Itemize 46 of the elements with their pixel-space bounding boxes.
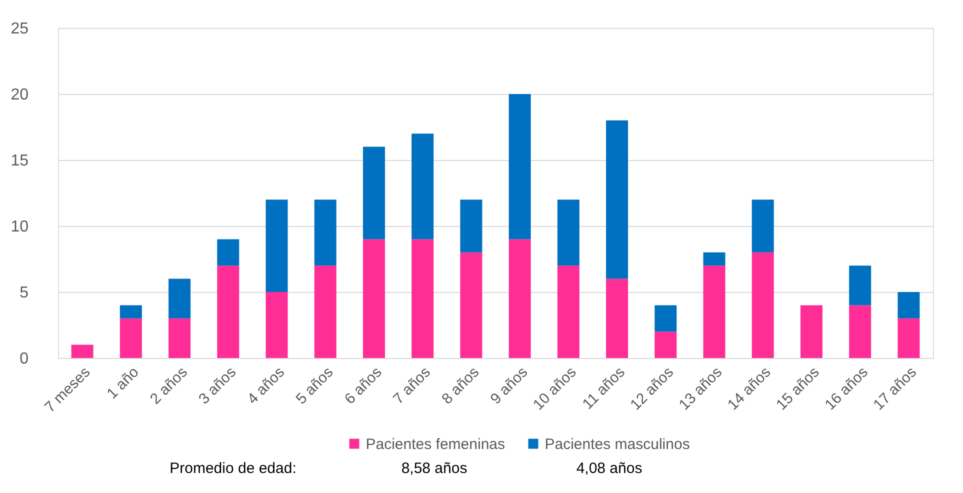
bar [168,278,191,318]
legend-label: Pacientes femeninas [366,436,505,453]
bar [412,134,434,240]
bar [849,305,872,358]
y-tick-label: 25 [10,20,29,38]
bar [508,94,531,240]
bar [362,146,385,240]
bar [898,318,920,358]
bar [71,344,94,358]
bar [362,239,385,358]
bar [703,266,726,358]
y-tick-label: 20 [10,86,29,104]
bar [168,318,191,358]
bar [120,305,142,318]
text: Promedio de edad: [170,460,296,477]
x-tick-label: 1 año [104,364,142,402]
y-tick-label: 10 [10,218,29,236]
bar [412,239,434,358]
bar [703,252,726,266]
bar [654,305,677,332]
text: 8,58 años [401,460,468,477]
bar [752,252,774,358]
y-tick-label: 15 [10,152,29,170]
bar [217,266,240,358]
bar [654,332,677,358]
y-tick-label: 5 [20,284,29,302]
bar [460,252,482,358]
legend-label: Pacientes masculinos [544,436,690,453]
bar [217,239,240,266]
bar [606,120,628,279]
y-tick-label: 0 [20,350,29,368]
bar [849,266,872,306]
bar [314,266,336,358]
text: 4,08 años [576,460,642,477]
bar [557,200,580,266]
bar [752,200,774,252]
bar [314,200,336,266]
bar [266,292,288,358]
bar [266,200,288,292]
bar [800,305,822,358]
bar [606,278,628,358]
bar [508,239,531,358]
bar [120,318,142,358]
bar [898,292,920,318]
bar [557,266,580,358]
bar [460,200,482,252]
